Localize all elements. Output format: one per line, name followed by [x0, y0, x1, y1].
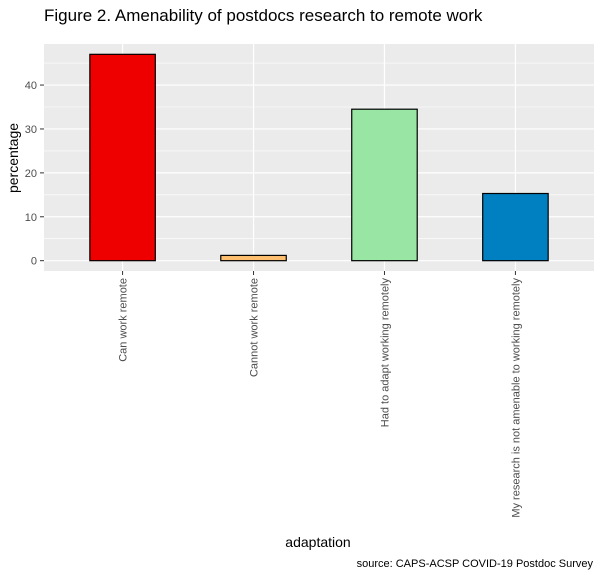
- x-tick-label: My research is not amenable to working r…: [510, 278, 522, 518]
- chart-title: Figure 2. Amenability of postdocs resear…: [44, 6, 483, 25]
- bars: [89, 53, 549, 262]
- x-tick-label: Cannot work remote: [249, 278, 261, 377]
- x-axis: Can work remote Cannot work remote Had to …: [118, 271, 522, 518]
- y-tick-label: 0: [31, 256, 37, 268]
- bar: [482, 192, 549, 262]
- x-axis-title: adaptation: [285, 534, 350, 550]
- y-axis: 0 10 20 30 40: [25, 80, 44, 268]
- y-tick-label: 10: [25, 212, 37, 224]
- x-tick-label: Can work remote: [118, 278, 130, 362]
- x-tick-label: Had to adapt working remotely: [379, 278, 391, 428]
- y-tick-label: 20: [25, 168, 37, 180]
- bar: [89, 53, 156, 262]
- y-tick-label: 40: [25, 80, 37, 92]
- source-caption: source: CAPS-ACSP COVID-19 Postdoc Surve…: [357, 558, 594, 570]
- bar: [220, 254, 287, 262]
- y-tick-label: 30: [25, 124, 37, 136]
- y-axis-title: percentage: [5, 123, 21, 193]
- bar: [351, 108, 418, 262]
